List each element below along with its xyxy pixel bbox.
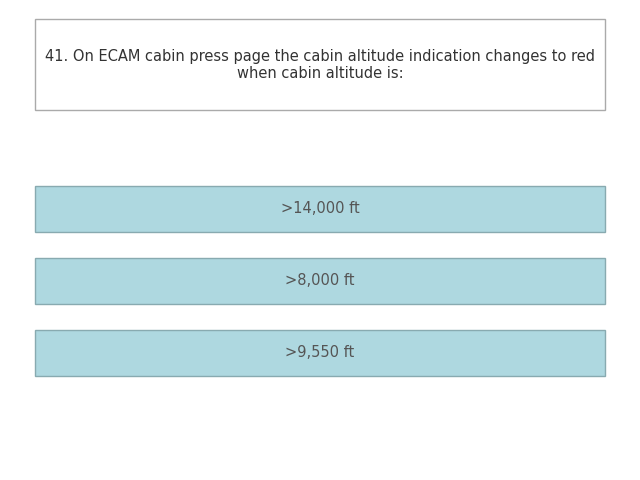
- Text: >8,000 ft: >8,000 ft: [285, 273, 355, 288]
- Text: >14,000 ft: >14,000 ft: [280, 201, 360, 216]
- FancyBboxPatch shape: [35, 330, 605, 375]
- Text: 41. On ECAM cabin press page the cabin altitude indication changes to red
when c: 41. On ECAM cabin press page the cabin a…: [45, 48, 595, 81]
- FancyBboxPatch shape: [35, 19, 605, 110]
- FancyBboxPatch shape: [35, 186, 605, 232]
- FancyBboxPatch shape: [35, 258, 605, 304]
- Text: >9,550 ft: >9,550 ft: [285, 345, 355, 360]
